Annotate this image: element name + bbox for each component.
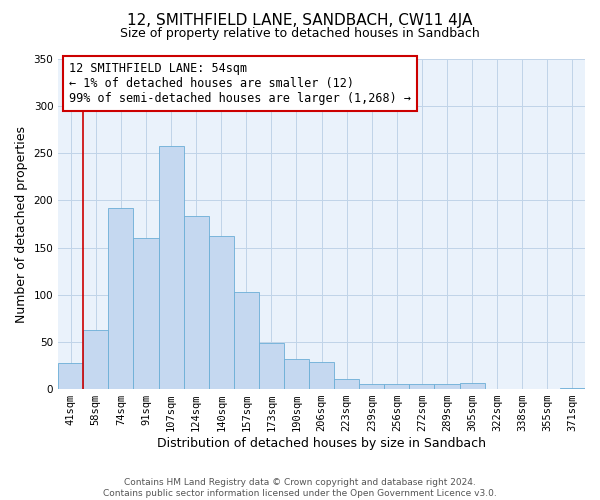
Bar (83, 330, 109, 389)
Bar (359, 384, 385, 389)
Text: Size of property relative to detached houses in Sandbach: Size of property relative to detached ho… (120, 28, 480, 40)
Bar (560, 388, 585, 389)
Text: 12, SMITHFIELD LANE, SANDBACH, CW11 4JA: 12, SMITHFIELD LANE, SANDBACH, CW11 4JA (127, 12, 473, 28)
Bar (259, 343, 284, 389)
Bar (434, 384, 460, 389)
Bar (109, 208, 133, 389)
Bar (334, 378, 359, 389)
Bar (385, 384, 409, 389)
Bar (409, 384, 434, 389)
Text: 12 SMITHFIELD LANE: 54sqm
← 1% of detached houses are smaller (12)
99% of semi-d: 12 SMITHFIELD LANE: 54sqm ← 1% of detach… (69, 62, 411, 106)
Y-axis label: Number of detached properties: Number of detached properties (15, 126, 28, 322)
Text: Contains HM Land Registry data © Crown copyright and database right 2024.
Contai: Contains HM Land Registry data © Crown c… (103, 478, 497, 498)
X-axis label: Distribution of detached houses by size in Sandbach: Distribution of detached houses by size … (157, 437, 486, 450)
Bar (234, 292, 259, 389)
Bar (284, 359, 309, 389)
Bar (209, 236, 234, 389)
Bar (133, 238, 158, 389)
Bar (58, 362, 83, 389)
Bar (158, 146, 184, 389)
Bar (309, 362, 334, 389)
Bar (460, 384, 485, 389)
Bar (184, 216, 209, 389)
